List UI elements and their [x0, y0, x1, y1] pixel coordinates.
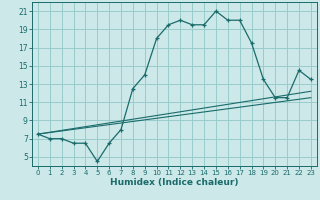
X-axis label: Humidex (Indice chaleur): Humidex (Indice chaleur)	[110, 178, 239, 187]
